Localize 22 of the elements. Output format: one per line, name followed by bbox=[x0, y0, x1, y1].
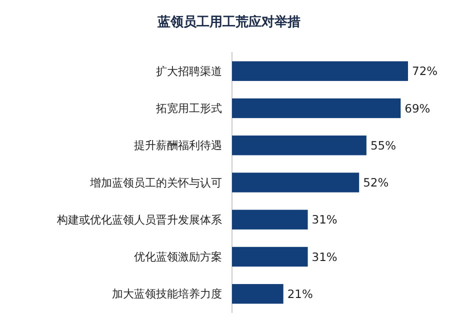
data-label: 52% bbox=[363, 176, 389, 190]
y-tick-label: 提升薪酬福利待遇 bbox=[134, 139, 222, 152]
y-tick-label: 加大蓝领技能培养力度 bbox=[112, 288, 222, 301]
y-tick-label: 构建或优化蓝领人员晋升发展体系 bbox=[56, 213, 222, 226]
data-label: 72% bbox=[412, 64, 438, 78]
bar bbox=[232, 172, 360, 192]
y-tick-label: 扩大招聘渠道 bbox=[156, 64, 222, 78]
chart-title: 蓝领员工用工荒应对举措 bbox=[156, 14, 300, 30]
bar bbox=[232, 246, 308, 267]
bar bbox=[232, 98, 401, 118]
data-label: 31% bbox=[312, 212, 338, 227]
bar bbox=[232, 61, 408, 81]
data-label: 55% bbox=[370, 138, 396, 152]
data-label: 31% bbox=[312, 250, 338, 264]
data-label: 69% bbox=[404, 101, 430, 116]
data-label: 21% bbox=[287, 286, 313, 301]
bar bbox=[232, 284, 284, 304]
bar bbox=[232, 210, 308, 230]
y-tick-label: 拓宽用工形式 bbox=[155, 102, 222, 116]
bar bbox=[232, 136, 366, 156]
y-tick-label: 优化蓝领激励方案 bbox=[134, 250, 222, 264]
y-tick-label: 增加蓝领员工的关怀与认可 bbox=[89, 176, 222, 190]
